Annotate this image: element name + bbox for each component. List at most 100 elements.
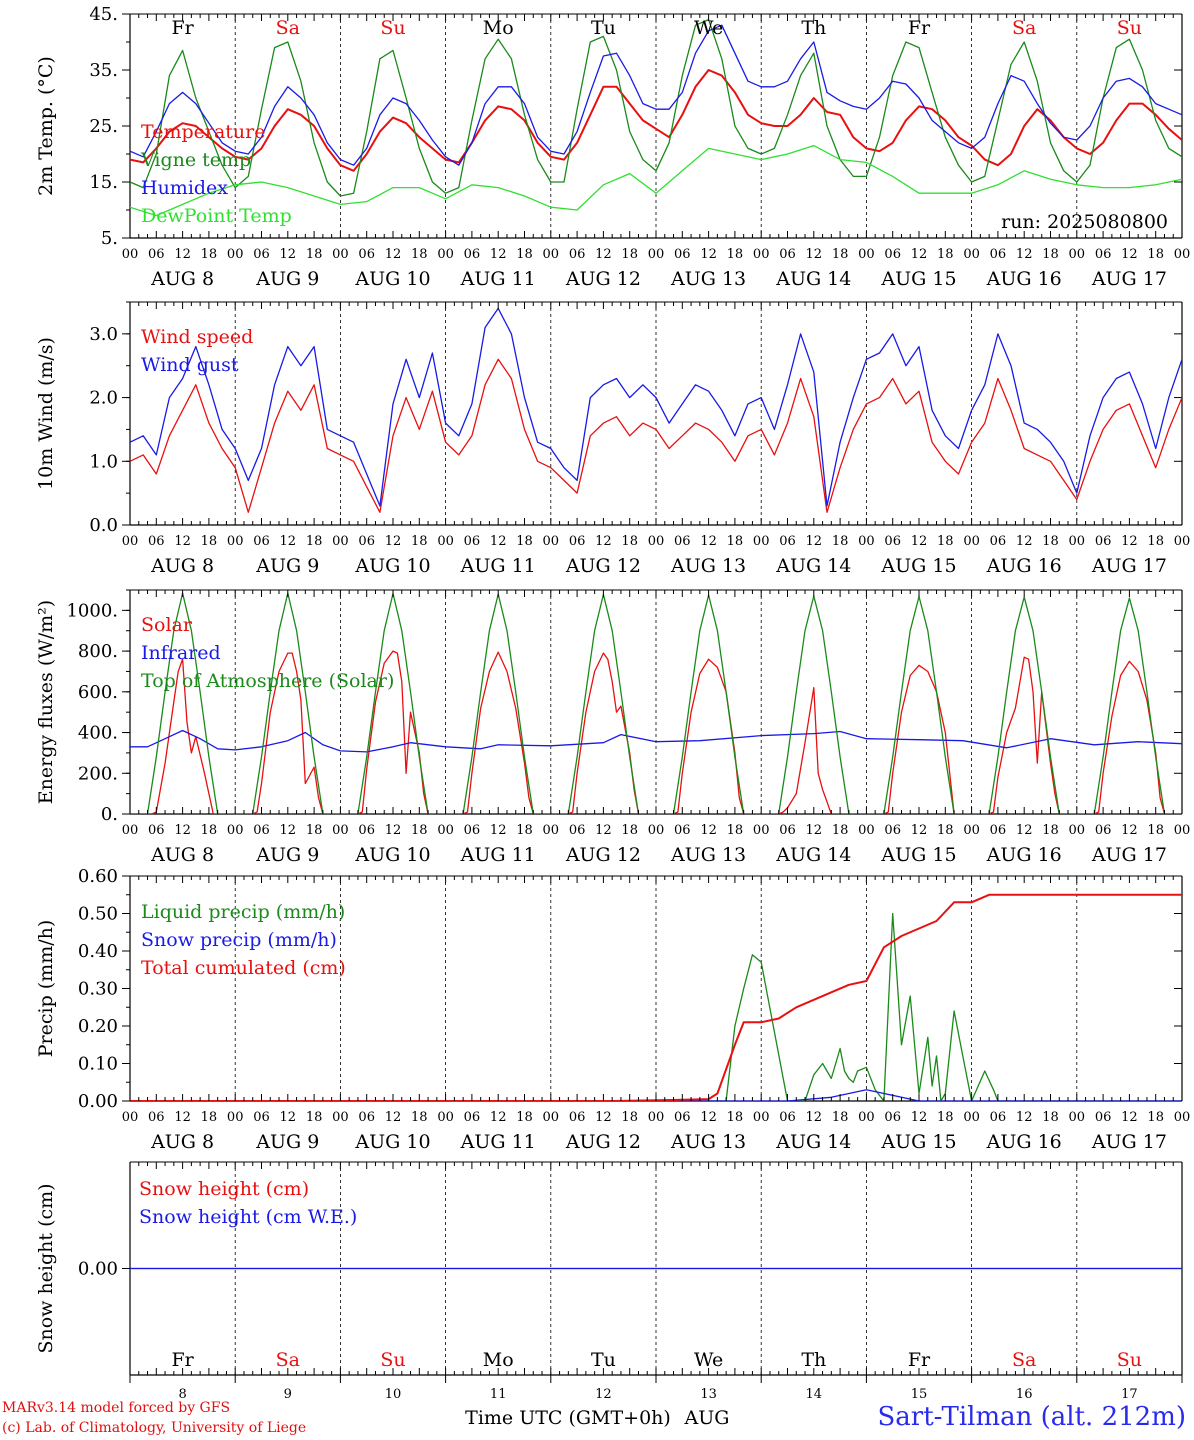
- hour-tick-label: 00: [437, 247, 454, 262]
- hour-tick-label: 06: [1095, 247, 1112, 262]
- hour-tick-label: 18: [306, 534, 323, 549]
- hour-tick-label: 00: [1069, 534, 1086, 549]
- date-label: AUG 8: [150, 844, 214, 866]
- hour-tick-label: 12: [174, 823, 191, 838]
- hour-tick-label: 00: [332, 247, 349, 262]
- hour-tick-label: 06: [990, 247, 1007, 262]
- date-label: AUG 9: [255, 555, 319, 577]
- series-group: [130, 18, 1182, 217]
- hour-tick-label: 18: [937, 823, 954, 838]
- hour-tick-label: 12: [1016, 534, 1033, 549]
- legend-entry: Wind gust: [141, 354, 239, 376]
- hour-tick-label: 18: [727, 534, 744, 549]
- hour-tick-label: 18: [306, 823, 323, 838]
- hour-tick-label: 06: [464, 534, 481, 549]
- credit-lab: (c) Lab. of Climatology, University of L…: [2, 1420, 307, 1436]
- y-tick-label: 400.: [78, 723, 118, 744]
- hour-tick-label: 12: [700, 823, 717, 838]
- time-axis-3: 00 06 12 18 AUG 8 00 06 12 18 AUG 9 00 06 12 18 AUG 10…: [122, 590, 1190, 866]
- hour-tick-label: 06: [1095, 1110, 1112, 1125]
- hour-tick-label: 18: [411, 534, 428, 549]
- time-axis-5: [129, 1162, 1183, 1375]
- date-label: AUG 8: [150, 555, 214, 577]
- y-tick-label: 800.: [78, 641, 118, 662]
- hour-tick-label: 12: [911, 823, 928, 838]
- hour-tick-label: 12: [280, 534, 297, 549]
- y-axis-label: Precip (mm/h): [35, 920, 57, 1058]
- hour-tick-label: 12: [490, 247, 507, 262]
- hour-tick-label: 06: [358, 1110, 375, 1125]
- day-label-bottom: Sa: [276, 1349, 300, 1371]
- day-number: 11: [490, 1387, 507, 1402]
- day-label-top: Sa: [1012, 17, 1036, 39]
- date-label: AUG 15: [880, 268, 956, 290]
- hour-tick-label: 00: [858, 823, 875, 838]
- series-line-wind-speed: [130, 358, 1182, 513]
- hour-tick-label: 00: [963, 247, 980, 262]
- date-label: AUG 10: [354, 555, 430, 577]
- date-label: AUG 9: [255, 1131, 319, 1153]
- day-label-bottom: Fr: [908, 1349, 931, 1371]
- hour-tick-label: 12: [385, 247, 402, 262]
- hour-tick-label: 18: [832, 1110, 849, 1125]
- y-tick-label: 45.: [89, 4, 118, 25]
- date-label: AUG 13: [670, 1131, 746, 1153]
- day-label-bottom: Th: [801, 1349, 826, 1371]
- hour-tick-label: 18: [1147, 247, 1164, 262]
- hour-tick-label: 06: [358, 823, 375, 838]
- hour-tick-label: 06: [884, 823, 901, 838]
- date-label: AUG 11: [460, 1131, 536, 1153]
- hour-tick-label: 12: [490, 534, 507, 549]
- legend-entry: Infrared: [141, 642, 221, 664]
- series-group: [130, 307, 1182, 513]
- hour-tick-label: 06: [253, 534, 270, 549]
- date-label: AUG 10: [354, 1131, 430, 1153]
- hour-tick-label: 00: [1069, 823, 1086, 838]
- hour-tick-label: 06: [569, 1110, 586, 1125]
- date-label: AUG 14: [775, 844, 851, 866]
- hour-tick-label: 00: [543, 1110, 560, 1125]
- hour-tick-label: 18: [201, 823, 218, 838]
- y-tick-label: 1.0: [89, 451, 118, 472]
- date-label: AUG 11: [460, 844, 536, 866]
- hour-tick-label: 12: [806, 247, 823, 262]
- y-tick-label: 0.20: [78, 1016, 118, 1037]
- hour-tick-label: 06: [779, 247, 796, 262]
- legend-entry: Snow height (cm W.E.): [139, 1206, 357, 1228]
- hour-tick-label: 06: [148, 1110, 165, 1125]
- hour-tick-label: 12: [911, 1110, 928, 1125]
- hour-tick-label: 00: [648, 1110, 665, 1125]
- date-label: AUG 8: [150, 1131, 214, 1153]
- date-label: AUG 14: [775, 555, 851, 577]
- hour-tick-label: 00: [122, 1110, 139, 1125]
- hour-tick-label: 00: [437, 1110, 454, 1125]
- date-label: AUG 17: [1091, 555, 1167, 577]
- y-tick-label: 25.: [89, 116, 118, 137]
- date-label: AUG 14: [775, 268, 851, 290]
- y-tick-label: 1000.: [66, 600, 118, 621]
- legend-entry: Total cumulated (cm): [141, 957, 346, 979]
- series-group: [130, 893, 1182, 1101]
- series-line-snow-precip-mm-h-: [130, 1089, 1182, 1101]
- hour-tick-label: 12: [700, 247, 717, 262]
- legend-entry: Snow height (cm): [139, 1178, 309, 1200]
- series-line-humidex: [130, 24, 1182, 166]
- hour-tick-label: 06: [253, 823, 270, 838]
- hour-tick-label: 00: [963, 823, 980, 838]
- day-number: 17: [1121, 1387, 1138, 1402]
- hour-tick-label: 12: [1121, 247, 1138, 262]
- date-label: AUG 9: [255, 268, 319, 290]
- hour-tick-label: 12: [700, 534, 717, 549]
- hour-tick-label: 18: [1147, 534, 1164, 549]
- hour-tick-label: 06: [674, 534, 691, 549]
- y-tick-label: 0.00: [78, 1091, 118, 1112]
- date-label: AUG 15: [880, 844, 956, 866]
- y-tick-label: 0.00: [78, 1259, 118, 1280]
- hour-tick-label: 00: [648, 823, 665, 838]
- hour-tick-label: 06: [779, 534, 796, 549]
- hour-tick-label: 00: [543, 823, 560, 838]
- hour-tick-label: 18: [411, 1110, 428, 1125]
- series-line-vigne-temp: [130, 18, 1182, 197]
- panel-3: 0. 200. 400. 600. 800. 1000. Energy fluxes (W/…: [35, 589, 1183, 825]
